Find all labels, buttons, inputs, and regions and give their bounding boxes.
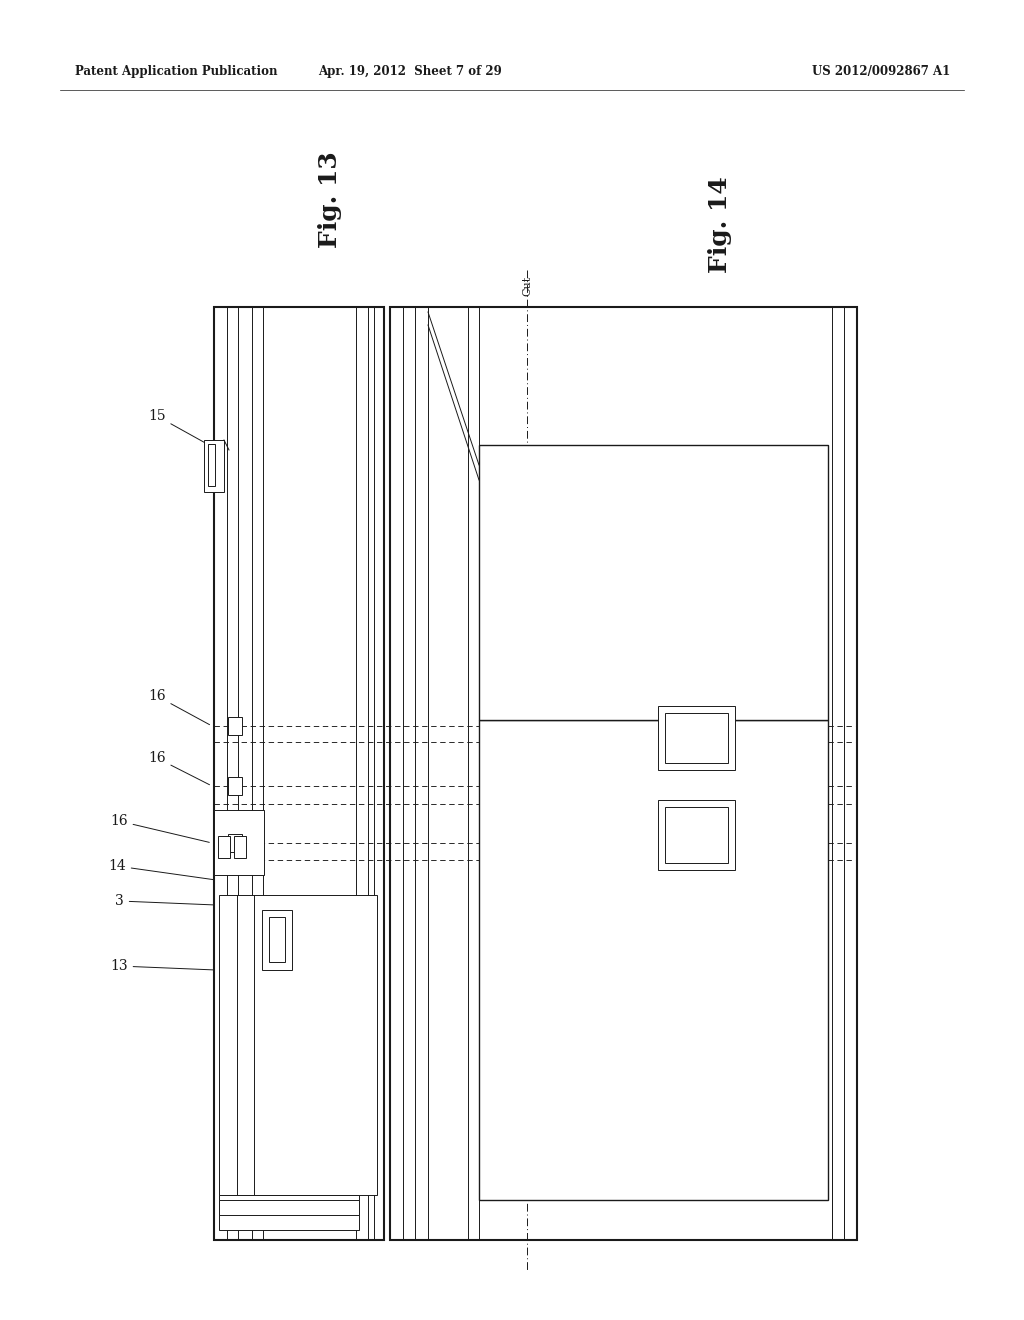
Bar [479, 445, 828, 719]
Bar [479, 719, 828, 1200]
Bar [218, 836, 230, 858]
Text: 16: 16 [110, 814, 209, 842]
Bar [219, 1200, 359, 1214]
Text: 13: 13 [110, 960, 213, 973]
Text: Cut: Cut [522, 276, 532, 296]
Text: Patent Application Publication: Patent Application Publication [75, 66, 278, 78]
Bar [262, 909, 292, 970]
Bar [234, 836, 246, 858]
Bar [214, 308, 384, 1239]
Bar [228, 717, 242, 735]
Text: 14: 14 [108, 859, 213, 879]
Bar [228, 834, 242, 851]
Text: Apr. 19, 2012  Sheet 7 of 29: Apr. 19, 2012 Sheet 7 of 29 [318, 66, 502, 78]
Bar [204, 440, 224, 492]
Text: 16: 16 [148, 751, 210, 785]
Bar [269, 917, 285, 962]
Bar [658, 706, 735, 770]
Text: Fig. 13: Fig. 13 [318, 152, 342, 248]
Text: 16: 16 [148, 689, 210, 725]
Bar [390, 308, 857, 1239]
Bar [665, 807, 728, 863]
Text: 15: 15 [148, 409, 207, 444]
Text: US 2012/0092867 A1: US 2012/0092867 A1 [812, 66, 950, 78]
Bar [219, 1195, 359, 1230]
Bar [214, 810, 264, 875]
Bar [665, 713, 728, 763]
Bar [208, 444, 215, 486]
Bar [219, 895, 377, 1195]
Text: 3: 3 [115, 894, 213, 908]
Bar [658, 800, 735, 870]
Bar [228, 777, 242, 795]
Text: Fig. 14: Fig. 14 [708, 177, 732, 273]
